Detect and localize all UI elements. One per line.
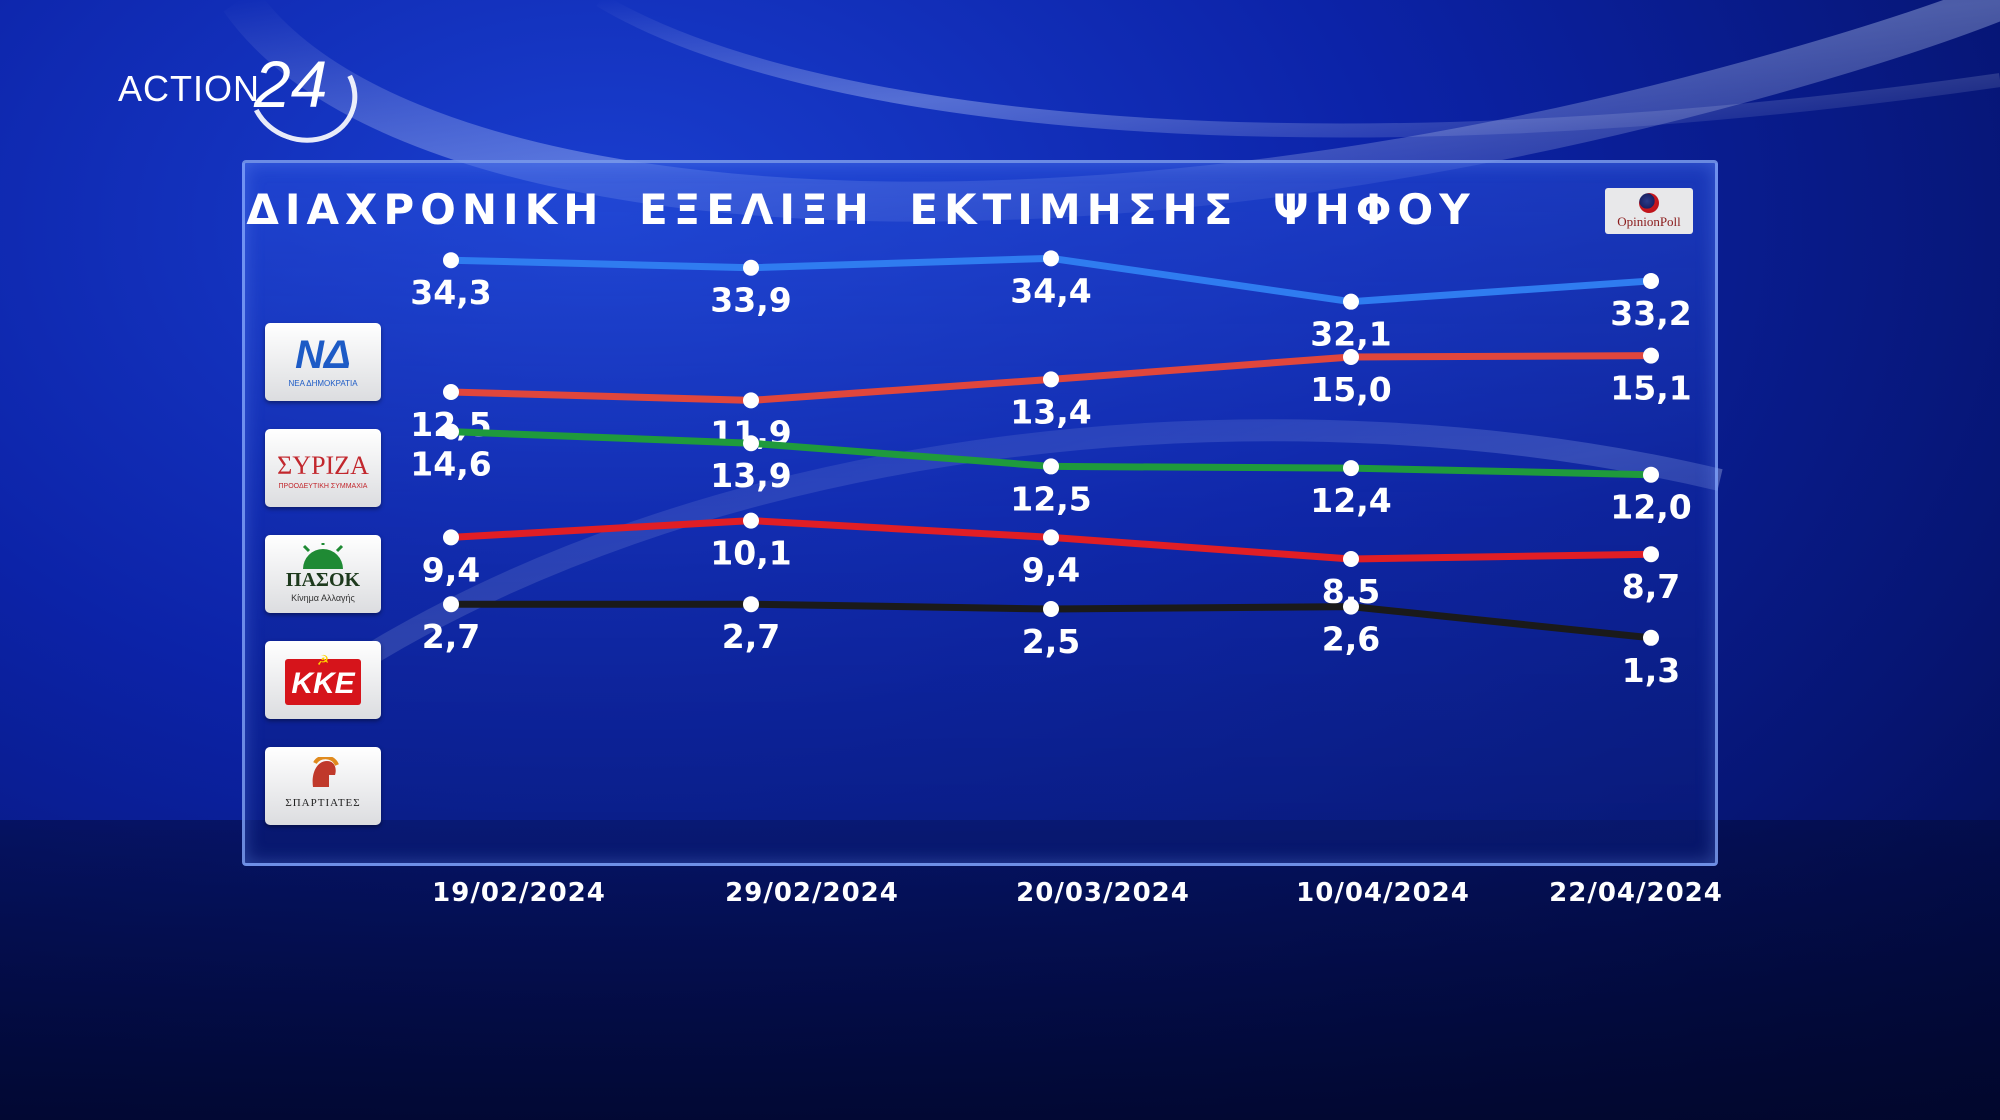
data-label: 13,9 bbox=[710, 456, 791, 495]
data-label: 1,3 bbox=[1622, 651, 1680, 690]
hammer-sickle-icon: ☭ bbox=[316, 653, 330, 669]
data-point bbox=[743, 392, 759, 409]
data-label: 2,5 bbox=[1022, 622, 1080, 661]
data-point bbox=[1643, 272, 1659, 289]
data-label: 2,6 bbox=[1322, 620, 1380, 659]
data-point bbox=[743, 259, 759, 276]
party-logo-nd: ΝΔ ΝΕΑ ΔΗΜΟΚΡΑΤΙΑ bbox=[265, 323, 381, 401]
party-logo-spartiates: ΣΠΑΡΤΙΑΤΕΣ bbox=[265, 747, 381, 825]
data-point bbox=[443, 384, 459, 400]
syriza-logo-text: ΣΥΡΙΖΑ bbox=[277, 451, 369, 480]
data-point bbox=[1043, 458, 1059, 475]
pollster-logo-label: OpinionPoll bbox=[1617, 214, 1681, 229]
data-point bbox=[743, 596, 759, 613]
spartiates-logo-text: ΣΠΑΡΤΙΑΤΕΣ bbox=[285, 797, 361, 809]
data-point bbox=[1343, 460, 1359, 477]
pasok-logo-subtitle: Κίνημα Αλλαγής bbox=[291, 593, 355, 603]
data-label: 34,3 bbox=[410, 273, 491, 312]
data-label: 34,4 bbox=[1010, 271, 1091, 310]
data-point bbox=[1643, 347, 1659, 364]
data-point bbox=[443, 596, 459, 613]
channel-logo-name: ACTION bbox=[118, 68, 261, 109]
data-point bbox=[1343, 293, 1359, 310]
pollster-logo-mark bbox=[1639, 193, 1659, 213]
data-label: 32,1 bbox=[1310, 315, 1391, 354]
kke-logo-box: ☭ ΚΚΕ bbox=[285, 653, 361, 705]
data-point bbox=[443, 423, 459, 440]
data-label: 15,0 bbox=[1310, 370, 1391, 409]
data-label: 13,4 bbox=[1010, 392, 1091, 431]
data-label: 33,9 bbox=[710, 281, 791, 320]
data-label: 33,2 bbox=[1610, 294, 1691, 333]
x-tick-label: 19/02/2024 bbox=[432, 878, 606, 908]
party-logo-pasok: ΠΑΣΟΚ Κίνημα Αλλαγής bbox=[265, 535, 381, 613]
chart-panel: ΔΙΑΧΡΟΝΙΚΗ ΕΞΕΛΙΞΗ ΕΚΤΙΜΗΣΗΣ ΨΗΦΟΥ Opini… bbox=[242, 160, 1718, 866]
kke-logo-text: ΚΚΕ bbox=[291, 667, 355, 700]
channel-logo-number: 24 bbox=[254, 47, 328, 121]
data-label: 8,7 bbox=[1622, 567, 1680, 606]
line-chart: 34,333,934,432,133,212,511,913,415,015,1… bbox=[410, 250, 1692, 690]
pasok-sun-icon bbox=[302, 543, 344, 569]
data-label: 12,4 bbox=[1310, 481, 1391, 520]
data-label: 12,0 bbox=[1610, 488, 1691, 527]
nd-logo-subtitle: ΝΕΑ ΔΗΜΟΚΡΑΤΙΑ bbox=[288, 379, 358, 388]
spartan-helmet-icon bbox=[312, 757, 339, 787]
data-label: 2,7 bbox=[722, 617, 780, 656]
data-label: 9,4 bbox=[1022, 550, 1080, 589]
party-logo-kke: ☭ ΚΚΕ bbox=[265, 641, 381, 719]
floor-shadow bbox=[0, 820, 2000, 1120]
syriza-logo-subtitle: ΠΡΟΟΔΕΥΤΙΚΗ ΣΥΜΜΑΧΙΑ bbox=[278, 483, 368, 490]
pollster-logo: OpinionPoll bbox=[1605, 188, 1693, 234]
data-label: 10,1 bbox=[710, 534, 791, 573]
data-label: 9,4 bbox=[422, 550, 480, 589]
x-tick-label: 20/03/2024 bbox=[1016, 878, 1190, 908]
data-point bbox=[1043, 250, 1059, 267]
data-point bbox=[1043, 371, 1059, 388]
data-point bbox=[1643, 466, 1659, 483]
data-label: 2,7 bbox=[422, 617, 480, 656]
chart-title: ΔΙΑΧΡΟΝΙΚΗ ΕΞΕΛΙΞΗ ΕΚΤΙΜΗΣΗΣ ΨΗΦΟΥ bbox=[246, 185, 1476, 234]
data-label: 12,5 bbox=[1010, 479, 1091, 518]
data-point bbox=[1043, 529, 1059, 546]
data-point bbox=[1343, 551, 1359, 567]
x-tick-label: 22/04/2024 bbox=[1549, 878, 1723, 908]
data-point bbox=[1043, 601, 1059, 617]
data-point bbox=[443, 529, 459, 546]
pasok-logo-text: ΠΑΣΟΚ bbox=[285, 569, 361, 591]
data-label: 15,1 bbox=[1610, 369, 1691, 408]
data-point bbox=[743, 512, 759, 529]
party-logo-syriza: ΣΥΡΙΖΑ ΠΡΟΟΔΕΥΤΙΚΗ ΣΥΜΜΑΧΙΑ bbox=[265, 429, 381, 507]
channel-logo: ACTION 24 bbox=[118, 28, 372, 158]
data-point bbox=[1643, 629, 1659, 646]
x-tick-label: 10/04/2024 bbox=[1296, 878, 1470, 908]
panel-reflection bbox=[242, 900, 1712, 1120]
data-point bbox=[1643, 546, 1659, 563]
data-point bbox=[443, 252, 459, 269]
data-point bbox=[1343, 349, 1359, 365]
data-label: 14,6 bbox=[410, 445, 491, 484]
nd-logo-text: ΝΔ bbox=[295, 333, 351, 377]
data-point bbox=[1343, 598, 1359, 615]
x-tick-label: 29/02/2024 bbox=[725, 878, 899, 908]
data-point bbox=[743, 435, 759, 452]
